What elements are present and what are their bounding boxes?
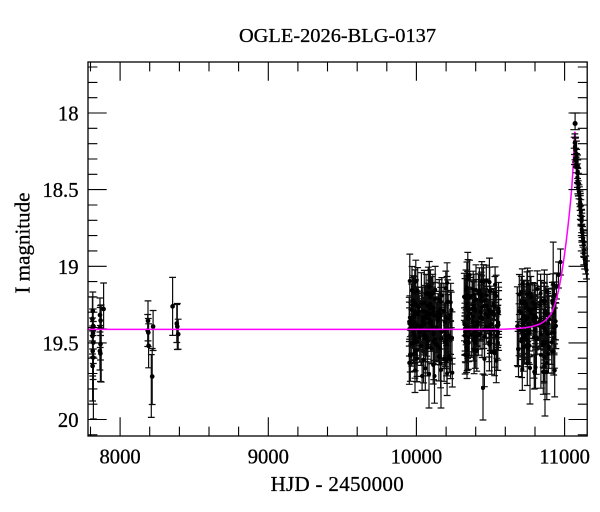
svg-text:19: 19: [58, 257, 79, 279]
svg-text:20: 20: [58, 410, 79, 432]
svg-text:8000: 8000: [100, 446, 141, 468]
svg-text:19.5: 19.5: [42, 333, 78, 355]
svg-text:11000: 11000: [539, 446, 590, 468]
svg-text:18.5: 18.5: [42, 180, 78, 202]
svg-text:OGLE-2026-BLG-0137: OGLE-2026-BLG-0137: [239, 25, 436, 47]
svg-text:10000: 10000: [391, 446, 442, 468]
svg-text:9000: 9000: [248, 446, 289, 468]
svg-text:HJD - 2450000: HJD - 2450000: [271, 472, 404, 496]
svg-text:I magnitude: I magnitude: [11, 193, 35, 294]
svg-text:18: 18: [58, 104, 79, 126]
